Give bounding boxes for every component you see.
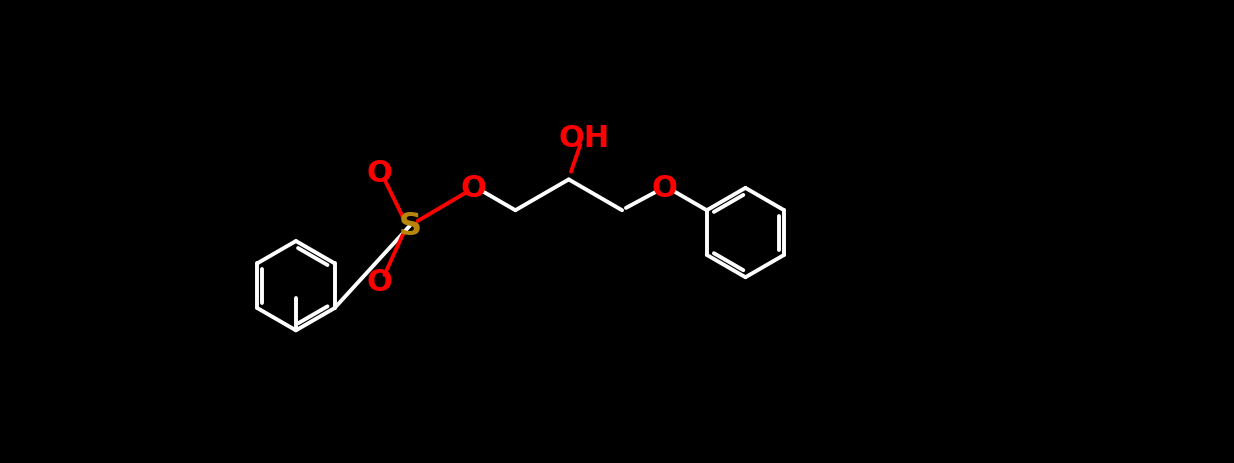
Text: O: O: [366, 268, 392, 297]
Text: OH: OH: [559, 123, 610, 152]
Text: O: O: [652, 173, 677, 202]
Text: O: O: [460, 173, 486, 202]
Text: O: O: [366, 159, 392, 188]
Text: S: S: [399, 211, 421, 242]
